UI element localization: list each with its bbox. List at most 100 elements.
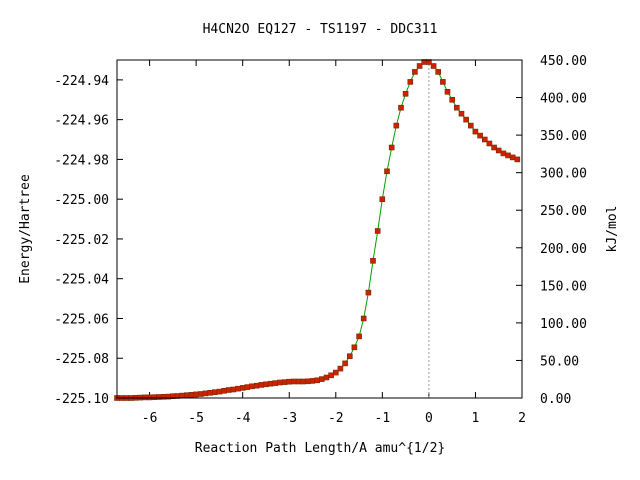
data-point — [440, 79, 446, 85]
data-point — [407, 79, 414, 85]
y-tick-label: -225.02 — [54, 233, 109, 248]
data-point — [393, 122, 400, 129]
data-point — [453, 104, 460, 111]
y2-tick-label: 450.00 — [540, 54, 587, 69]
data-point — [402, 91, 409, 97]
y2-tick-label: 250.00 — [540, 204, 587, 219]
data-point — [212, 389, 218, 396]
data-point — [253, 382, 260, 389]
data-point — [184, 392, 190, 399]
y2-tick-label: 350.00 — [540, 129, 587, 144]
data-point — [198, 391, 204, 397]
y-tick-label: -224.98 — [54, 153, 109, 168]
data-point — [244, 384, 251, 390]
data-point — [272, 380, 279, 386]
data-point — [398, 104, 404, 111]
data-point — [179, 392, 185, 399]
data-point — [435, 69, 442, 75]
data-point — [365, 289, 372, 296]
data-point — [337, 365, 344, 372]
data-point — [235, 385, 241, 392]
data-point — [263, 381, 269, 388]
x-tick-label: 2 — [518, 411, 526, 426]
y2-axis-label: kJ/mol — [605, 206, 620, 253]
y2-tick-label: 200.00 — [540, 242, 587, 257]
y-axis-label: Energy/Hartree — [18, 174, 33, 284]
axis-tick-labels: -6 -5 -4 -3 -2 -1 0 1 2 -225.10 -225.08 -225.06 -225… — [54, 54, 587, 426]
y2-tick-label: 400.00 — [540, 92, 587, 107]
data-point — [370, 257, 376, 264]
data-point — [225, 387, 232, 393]
data-point — [300, 378, 307, 385]
x-tick-label: 0 — [425, 411, 433, 426]
data-point — [472, 128, 479, 135]
y2-tick-label: 300.00 — [540, 167, 587, 182]
data-point — [477, 132, 483, 139]
axis-ticks — [117, 59, 523, 399]
data-point — [463, 116, 469, 123]
data-point — [449, 97, 456, 103]
y-tick-label: -225.06 — [54, 312, 109, 327]
data-point — [351, 344, 358, 351]
data-point — [505, 152, 511, 159]
data-point — [444, 89, 451, 95]
data-point — [500, 150, 507, 157]
data-point — [467, 122, 474, 129]
data-point — [509, 154, 516, 161]
y2-tick-label: 50.00 — [540, 354, 579, 369]
plot-frame — [116, 59, 523, 399]
data-point — [318, 376, 325, 382]
data-point — [379, 196, 386, 202]
data-point — [291, 378, 297, 385]
data-point — [193, 391, 199, 398]
series-line — [117, 61, 518, 399]
chart-title: H4CN2O EQ127 - TS1197 - DDC311 — [203, 22, 438, 37]
x-tick-label: -1 — [375, 411, 391, 426]
data-point — [151, 394, 157, 401]
data-point — [281, 379, 288, 385]
data-point — [328, 372, 334, 379]
y2-tick-label: 100.00 — [540, 317, 587, 332]
data-point — [486, 140, 493, 147]
x-axis-label: Reaction Path Length/A amu^{1/2} — [195, 441, 445, 456]
data-point — [491, 144, 497, 151]
data-point — [142, 394, 148, 401]
data-point — [458, 110, 465, 117]
data-point — [481, 136, 488, 143]
data-point — [388, 144, 395, 151]
data-point — [207, 389, 213, 396]
y-tick-label: -225.04 — [54, 273, 109, 288]
data-point — [314, 377, 321, 384]
data-point — [309, 378, 316, 384]
data-point — [202, 390, 209, 397]
data-point — [332, 369, 339, 376]
data-point — [295, 378, 302, 385]
x-tick-label: -4 — [235, 411, 251, 426]
data-point — [258, 382, 265, 388]
y2-tick-label: 0.00 — [540, 392, 571, 407]
data-point — [356, 333, 362, 340]
data-point — [286, 378, 293, 385]
data-point — [412, 69, 418, 75]
data-point — [346, 353, 353, 360]
data-point — [239, 385, 246, 391]
data-point — [146, 394, 153, 401]
data-point — [188, 391, 195, 398]
y2-tick-label: 150.00 — [540, 279, 587, 294]
x-tick-label: -5 — [188, 411, 204, 426]
data-point — [514, 156, 521, 163]
data-point — [160, 393, 167, 400]
data-point — [416, 63, 423, 69]
data-point — [221, 387, 227, 394]
plot-series — [114, 59, 521, 401]
y-tick-label: -224.94 — [54, 74, 109, 89]
y-tick-label: -225.08 — [54, 352, 109, 367]
data-point — [323, 374, 330, 381]
data-point — [495, 147, 502, 154]
data-point — [267, 380, 274, 387]
data-point — [216, 388, 223, 395]
data-point — [384, 168, 390, 175]
x-tick-label: 1 — [472, 411, 480, 426]
